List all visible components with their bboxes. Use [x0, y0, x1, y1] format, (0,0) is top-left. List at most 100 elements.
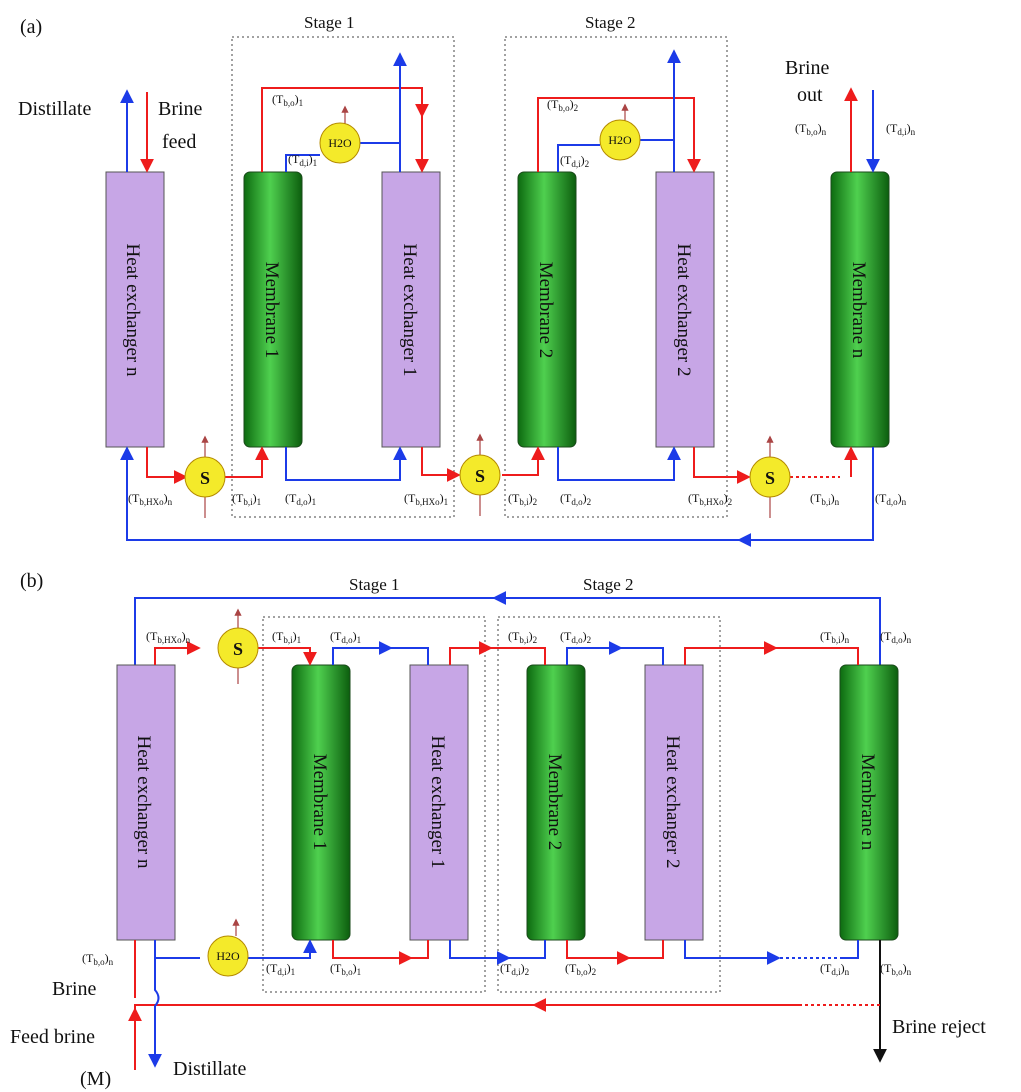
h2o-node-a2: [599, 119, 641, 161]
membrane-n-a: [830, 171, 890, 448]
heat-exchanger-n-a: [105, 171, 165, 448]
hx2-brine-top: [684, 641, 778, 665]
hx-n-to-s: [154, 641, 201, 665]
stage2-box-b: [497, 616, 721, 993]
s-node-b: [217, 627, 259, 669]
stage1-brine-top: [261, 87, 429, 172]
temp-label: (Td,o)1: [330, 629, 361, 645]
membrane-1-a: [243, 171, 303, 448]
temp-label-tdi2: (Td,i)2: [560, 153, 589, 169]
panel-a: (a) Stage 1 Stage 2 Heat exchanger n Mem…: [18, 13, 916, 547]
brine-into-mn: [770, 647, 859, 665]
dist-m1-top: [332, 641, 393, 665]
membrane-n-b: [839, 664, 899, 941]
stage2-label-b: Stage 2: [583, 575, 634, 594]
temp-label: (Tb,HXo)1: [404, 491, 448, 507]
unit-label: Membrane 1: [261, 262, 282, 359]
temp-label: (Tb,HXo)2: [688, 491, 732, 507]
s-label: S: [200, 468, 210, 488]
brine-into-hx2: [623, 940, 664, 959]
hx1-to-s2: [421, 447, 461, 482]
stage2-dist-top: [557, 144, 600, 172]
m-label: (M): [80, 1068, 111, 1090]
temp-label: (Td,o)1: [285, 491, 316, 507]
brine-m2-bottom: [566, 940, 631, 965]
stage2-label: Stage 2: [585, 13, 636, 32]
dist-into-hx1: [385, 647, 429, 665]
unit-label: Heat exchanger n: [122, 244, 143, 377]
s1-to-membrane1: [225, 446, 269, 478]
s-node-a3: [749, 456, 791, 498]
stage2-box: [504, 36, 728, 518]
temp-label: (Tb,o)n: [880, 961, 912, 977]
s-node-a1: [184, 456, 226, 498]
brine-out-label-1: Brine: [785, 57, 830, 79]
dist-m1-to-hx1: [285, 446, 407, 481]
temp-label: (Tb,i)2: [508, 491, 537, 507]
membrane-1-b: [291, 664, 351, 941]
stage1-box-b: [262, 616, 486, 993]
temp-label: (Tb,i)1: [272, 629, 301, 645]
dist-into-hx2: [615, 647, 664, 665]
heat-exchanger-1-b: [409, 664, 469, 941]
distillate-label: Distillate: [18, 98, 91, 120]
panel-b: (b) Stage 1 Stage 2 Heat exchanger n Mem…: [10, 570, 986, 1090]
temp-label: (Tb,i)n: [810, 491, 840, 507]
dist-into-m2: [503, 940, 546, 959]
s-node-a2: [459, 454, 501, 496]
temp-label: (Td,i)2: [500, 961, 529, 977]
brine-out-label-2: out: [797, 84, 823, 106]
temp-label: (Tb,i)1: [232, 491, 261, 507]
temp-label: (Td,o)n: [875, 491, 907, 507]
s-to-membrane1: [258, 647, 317, 666]
s-label: S: [765, 468, 775, 488]
membrane-2-a: [517, 171, 577, 448]
s2-to-membrane2: [502, 446, 545, 476]
heat-exchanger-2-b: [644, 664, 704, 941]
s-label: S: [475, 466, 485, 486]
dist-hx1-bottom: [449, 940, 511, 965]
unit-label: Membrane 1: [309, 754, 330, 851]
h2o-node-b: [207, 935, 249, 977]
temp-label: (Td,o)n: [880, 629, 912, 645]
temp-label: (Tb,HXo)n: [146, 629, 191, 645]
unit-label: Heat exchanger 2: [662, 736, 683, 869]
brine-to-s1: [146, 447, 188, 484]
unit-label: Heat exchanger 1: [427, 736, 448, 869]
h2o-label: H2O: [608, 133, 632, 147]
heat-exchanger-1-a: [381, 171, 441, 448]
distillate-return-loop: [120, 446, 874, 541]
stage1-label: Stage 1: [304, 13, 355, 32]
temp-label: (Td,i)n: [820, 961, 850, 977]
distillate-label-b: Distillate: [173, 1058, 246, 1080]
h2o-label: H2O: [216, 949, 240, 963]
temp-label-tbo2: (Tb,o)2: [547, 97, 578, 113]
dist-into-mn: [840, 940, 859, 959]
stage1-label-b: Stage 1: [349, 575, 400, 594]
h2o-label: H2O: [328, 136, 352, 150]
temp-label: (Td,o)2: [560, 629, 591, 645]
temp-label: (Tb,HXo)n: [128, 491, 173, 507]
brine-into-hx1: [405, 940, 429, 959]
panel-a-label: (a): [20, 16, 42, 38]
dist-m2-to-hx2: [557, 446, 681, 481]
temp-label: (Tb,i)n: [820, 629, 850, 645]
stage1-dist-top: [285, 154, 320, 172]
distillate-out-arrow-b: [148, 958, 162, 1068]
h2o-to-membrane1: [246, 939, 317, 959]
stage2-brine-top: [537, 97, 701, 173]
dist-hx2-bottom: [684, 940, 781, 965]
unit-label: Membrane 2: [544, 754, 565, 851]
dist-m2-top: [566, 641, 623, 665]
feed-brine-label: Feed brine: [10, 1026, 95, 1048]
brine-feed-label-1: Brine: [158, 98, 203, 120]
heat-exchanger-2-a: [655, 171, 715, 448]
unit-label: Membrane n: [857, 754, 878, 851]
brine-m1-bottom: [332, 940, 413, 965]
temp-label-tbon: (Tb,o)n: [795, 121, 827, 137]
temp-label-tdin: (Td,i)n: [886, 121, 916, 137]
s-label: S: [233, 639, 243, 659]
temp-label: (Tb,o)n: [82, 951, 114, 967]
temp-label: (Tb,i)2: [508, 629, 537, 645]
